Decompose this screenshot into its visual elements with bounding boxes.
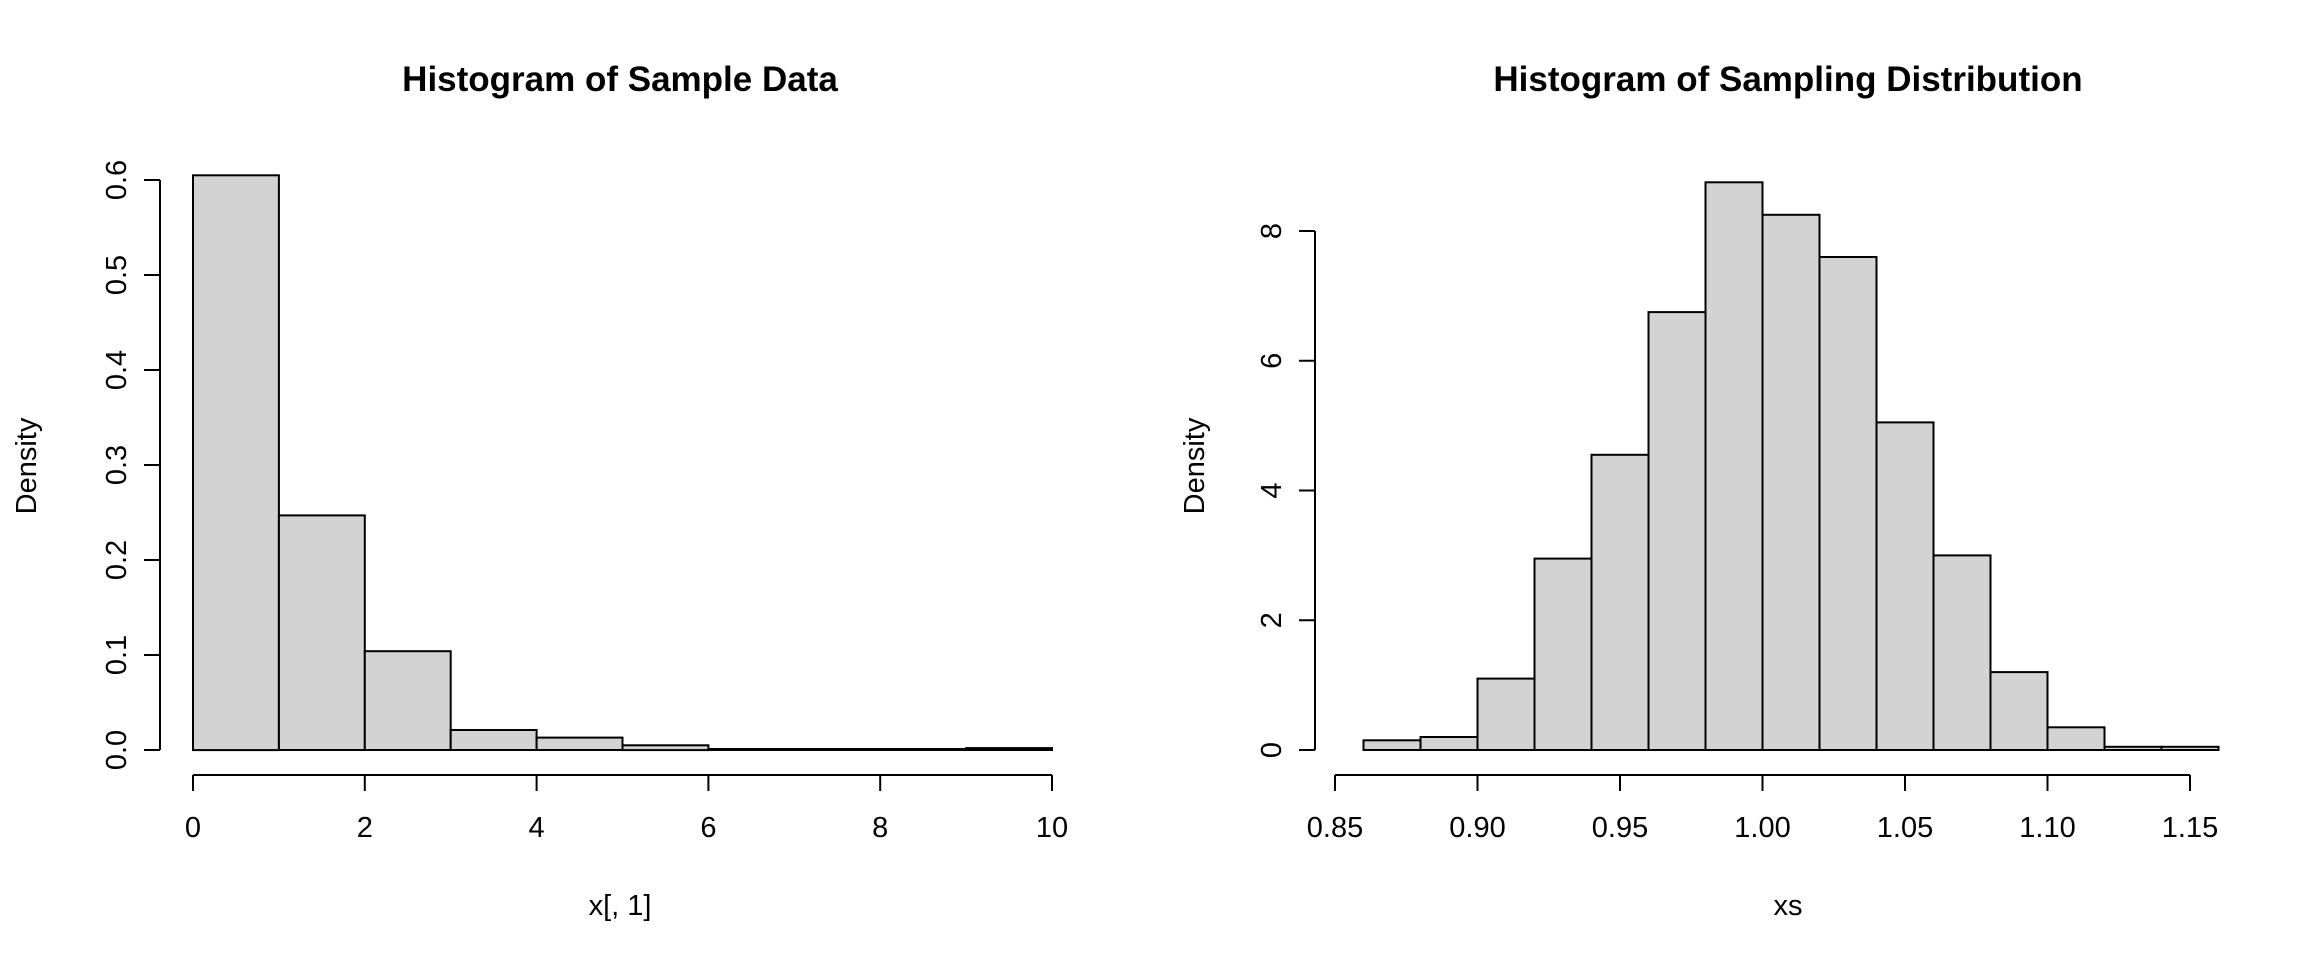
x-axis: 0 2 4 6 8 10 (185, 774, 1068, 844)
histogram-sampling-distribution: Histogram of Sampling Distribution 0 2 4 6 8… (1179, 60, 2220, 922)
x-tick-label: 1.00 (1734, 812, 1790, 844)
y-tick-label: 4 (1256, 482, 1288, 498)
y-tick-label: 0.4 (101, 350, 133, 390)
histogram-bar (1419, 736, 1479, 751)
histogram-bar (1362, 739, 1422, 751)
histogram-sample-data: Histogram of Sample Data 0.0 0.1 0.2 0.3 0.4… (11, 60, 1068, 922)
histogram-bar (707, 748, 796, 751)
y-tick-label: 2 (1256, 612, 1288, 628)
histogram-bar (1704, 181, 1764, 752)
x-tick-label: 6 (700, 812, 716, 844)
histogram-bar (2103, 745, 2163, 751)
histogram-bar (1590, 453, 1650, 751)
histogram-bar (1932, 554, 1992, 752)
x-axis-label: x[, 1] (589, 890, 652, 922)
x-tick-label: 1.15 (2162, 812, 2218, 844)
x-tick-label: 0 (185, 812, 201, 844)
x-tick-label: 4 (529, 812, 545, 844)
histogram-bar (1476, 677, 1536, 751)
y-tick-label: 0.5 (101, 255, 133, 295)
x-tick-label: 2 (357, 812, 373, 844)
y-tick-label: 0.3 (101, 445, 133, 485)
histogram-bar (1875, 421, 1935, 751)
histogram-bar (1533, 557, 1593, 751)
y-tick-label: 6 (1256, 353, 1288, 369)
histogram-bar (277, 514, 366, 752)
y-axis: 0.0 0.1 0.2 0.3 0.4 0.5 0.6 (101, 160, 161, 770)
x-tick-label: 10 (1036, 812, 1068, 844)
histogram-bar (535, 736, 624, 751)
y-tick-label: 0 (1256, 742, 1288, 758)
histogram-bar (2046, 726, 2106, 751)
histogram-bar (1989, 671, 2049, 751)
y-tick-label: 0.1 (101, 635, 133, 675)
histogram-bar (1818, 256, 1878, 751)
histogram-bar (621, 744, 710, 752)
x-axis: 0.85 0.90 0.95 1.00 1.05 1.10 1.15 (1307, 774, 2218, 844)
histogram-bar (449, 729, 538, 751)
y-axis: 0 2 4 6 8 (1256, 223, 1316, 758)
x-tick-label: 0.95 (1592, 812, 1648, 844)
x-tick-label: 0.85 (1307, 812, 1363, 844)
y-tick-label: 0.6 (101, 160, 133, 200)
x-tick-label: 1.05 (1877, 812, 1933, 844)
y-tick-label: 0.2 (101, 540, 133, 580)
y-tick-label: 8 (1256, 223, 1288, 239)
y-axis-label: Density (11, 417, 43, 514)
histogram-bar (2160, 745, 2220, 751)
y-axis-label: Density (1179, 417, 1211, 514)
histogram-bar (793, 748, 882, 751)
x-tick-label: 8 (872, 812, 888, 844)
chart-title: Histogram of Sample Data (402, 60, 838, 99)
chart-title: Histogram of Sampling Distribution (1493, 60, 2082, 99)
histogram-bar (363, 650, 452, 752)
histogram-bar (965, 747, 1053, 751)
bars (192, 174, 1053, 752)
x-tick-label: 1.10 (2019, 812, 2075, 844)
histogram-bar (192, 174, 280, 752)
histogram-bar (879, 748, 968, 751)
bars (1362, 181, 2220, 752)
histogram-bar (1761, 213, 1821, 752)
histogram-bar (1647, 311, 1707, 751)
x-axis-label: xs (1774, 890, 1803, 922)
x-tick-label: 0.90 (1449, 812, 1505, 844)
y-tick-label: 0.0 (101, 730, 133, 770)
